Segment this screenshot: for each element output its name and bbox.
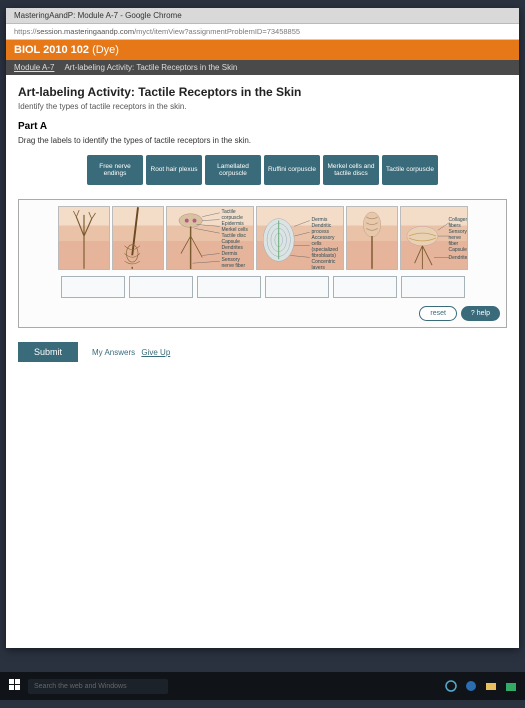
url-path: /myct/itemView?assignmentProblemID=73458… xyxy=(134,27,300,36)
callout: Sensory nerve fiber xyxy=(449,229,468,247)
drop-slot-row xyxy=(25,276,500,298)
chrome-tab[interactable]: MasteringAandP: Module A-7 - Google Chro… xyxy=(6,8,519,24)
cortana-icon[interactable] xyxy=(445,680,457,692)
drop-slot[interactable] xyxy=(61,276,125,298)
drag-label[interactable]: Ruffini corpuscle xyxy=(264,155,320,185)
callout: Concentric layers (lamellae) of collagen… xyxy=(312,259,343,270)
callout: Accessory cells (specialized fibroblasts… xyxy=(312,235,343,259)
callout: Sensory nerve fiber xyxy=(222,257,253,269)
drop-slot[interactable] xyxy=(197,276,261,298)
skin-tile-4: Dermis Dendritic process Accessory cells… xyxy=(256,206,344,270)
diagram-panel: Tactile corpuscle Epidermis Merkel cells… xyxy=(18,199,507,328)
system-tray xyxy=(445,680,517,692)
drag-label[interactable]: Lamellated corpuscle xyxy=(205,155,261,185)
answer-row: Submit My Answers Give Up xyxy=(18,342,507,362)
drop-slot[interactable] xyxy=(333,276,397,298)
edge-icon[interactable] xyxy=(465,680,477,692)
course-code: BIOL 2010 102 xyxy=(14,44,89,56)
skin-tile-1 xyxy=(58,206,110,270)
browser-window: MasteringAandP: Module A-7 - Google Chro… xyxy=(6,8,519,648)
breadcrumb-bar: Module A-7 Art-labeling Activity: Tactil… xyxy=(6,60,519,75)
tab-title: MasteringAandP: Module A-7 - Google Chro… xyxy=(14,11,182,20)
reset-button[interactable]: reset xyxy=(419,306,457,321)
activity-title: Art-labeling Activity: Tactile Receptors… xyxy=(18,85,507,99)
callout: Collagen fibers xyxy=(449,217,468,229)
drag-label[interactable]: Tactile corpuscle xyxy=(382,155,438,185)
store-icon[interactable] xyxy=(505,680,517,692)
skin-tile-3: Tactile corpuscle Epidermis Merkel cells… xyxy=(166,206,254,270)
panel-footer: reset ? help xyxy=(25,306,500,321)
breadcrumb-module[interactable]: Module A-7 xyxy=(14,63,54,72)
start-icon[interactable] xyxy=(8,679,22,694)
breadcrumb-activity: Art-labeling Activity: Tactile Receptors… xyxy=(64,63,237,72)
skin-figure: Tactile corpuscle Epidermis Merkel cells… xyxy=(25,206,500,270)
answer-links: My Answers Give Up xyxy=(92,348,174,357)
instruction-text: Drag the labels to identify the types of… xyxy=(18,136,507,145)
skin-tile-5 xyxy=(346,206,398,270)
drag-label[interactable]: Free nerve endings xyxy=(87,155,143,185)
activity-subtitle: Identify the types of tactile receptors … xyxy=(18,102,507,111)
my-answers-link[interactable]: My Answers xyxy=(92,348,135,357)
callout: Dendrites xyxy=(449,255,468,261)
give-up-link[interactable]: Give Up xyxy=(141,348,170,357)
callout: Capsule xyxy=(449,247,468,253)
drag-label[interactable]: Merkel cells and tactile discs xyxy=(323,155,379,185)
drop-slot[interactable] xyxy=(129,276,193,298)
skin-tile-2 xyxy=(112,206,164,270)
drag-label[interactable]: Root hair plexus xyxy=(146,155,202,185)
skin-tile-6: Collagen fibers Sensory nerve fiber Caps… xyxy=(400,206,468,270)
drop-slot[interactable] xyxy=(401,276,465,298)
callout: Dendritic process xyxy=(312,223,343,235)
url-prefix: https:// xyxy=(14,27,37,36)
taskbar-search[interactable]: Search the web and Windows xyxy=(28,679,168,694)
part-label: Part A xyxy=(18,121,507,132)
content-area: Art-labeling Activity: Tactile Receptors… xyxy=(6,75,519,648)
drop-slot[interactable] xyxy=(265,276,329,298)
drag-labels-row: Free nerve endings Root hair plexus Lame… xyxy=(18,155,507,185)
callout: Tactile corpuscle xyxy=(222,209,253,221)
course-name: (Dye) xyxy=(92,44,119,56)
url-host: session.masteringaandp.com xyxy=(37,27,135,36)
submit-button[interactable]: Submit xyxy=(18,342,78,362)
url-bar[interactable]: https://session.masteringaandp.com/myct/… xyxy=(6,24,519,40)
help-button[interactable]: ? help xyxy=(461,306,500,321)
folder-icon[interactable] xyxy=(485,680,497,692)
windows-taskbar: Search the web and Windows xyxy=(0,672,525,700)
course-banner: BIOL 2010 102 (Dye) xyxy=(6,40,519,60)
